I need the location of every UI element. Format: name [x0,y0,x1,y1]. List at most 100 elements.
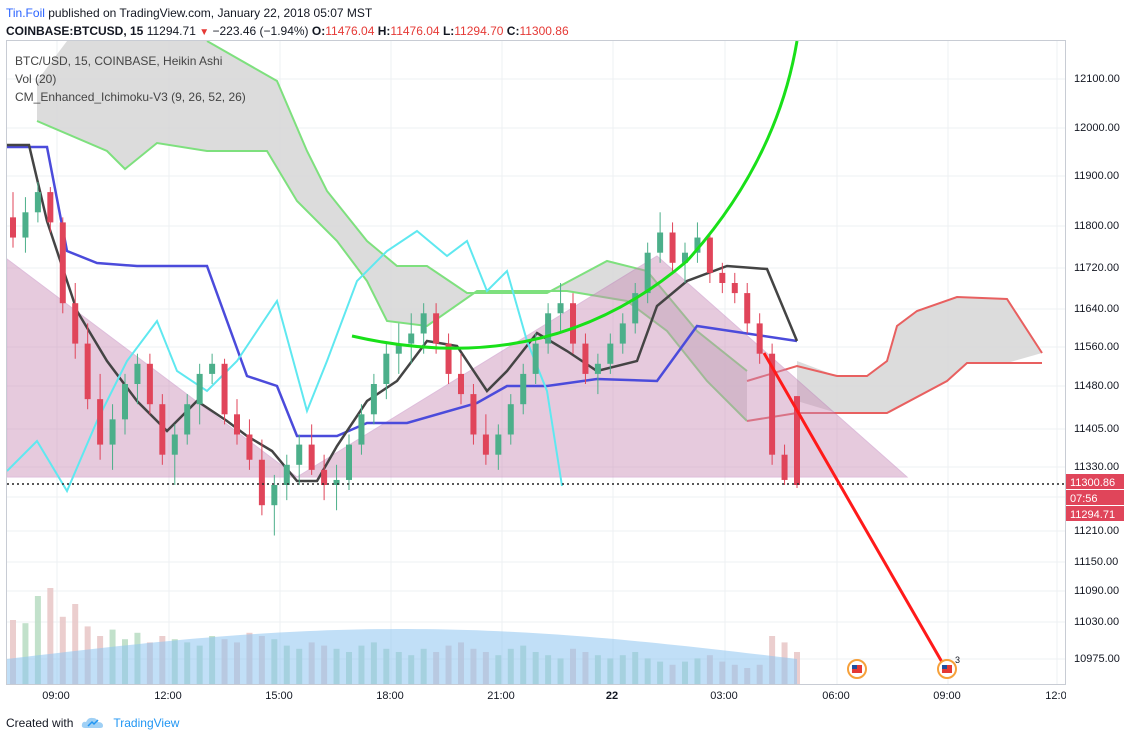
x-tick-label: 18:00 [376,690,404,702]
candle-body [420,313,427,334]
symbol-label: COINBASE:BTCUSD, 15 [6,24,144,38]
y-tick-label: 11150.00 [1074,556,1118,568]
y-tick-label: 11210.00 [1074,525,1119,537]
volume-ma-area [7,629,797,684]
volume-bar [47,588,54,684]
time-axis-svg[interactable]: 09:00 12:00 15:00 18:00 21:00 22 03:00 06:00 09:… [6,685,1066,707]
candle-body [482,434,489,455]
candle-body [781,454,788,480]
candle-body [694,237,701,253]
x-tick-label: 21:00 [487,690,515,702]
candle-body [433,313,440,344]
y-tick-label: 11720.00 [1074,262,1119,274]
price-label-bg [1066,490,1124,505]
price-label: 11294.71 [1070,509,1115,521]
price-axis[interactable]: 12100.00 12000.00 11900.00 11800.00 11720.00… [1066,40,1131,685]
price-label-bg [1066,506,1124,521]
down-arrow-icon: ▼ [199,27,210,38]
chart-svg[interactable]: 3 [7,41,1065,684]
tradingview-cloud-icon [82,717,104,728]
price-label: 07:56 [1070,493,1098,505]
cloud-area [37,41,747,421]
candle-body [10,217,16,238]
candle-body [570,303,576,344]
candle-body [209,363,216,374]
open-value: 11476.04 [325,24,375,38]
candle-body [619,323,626,344]
candle-body [445,343,452,374]
y-tick-label: 11800.00 [1074,220,1119,232]
candle-body [34,192,41,213]
publish-line: Tin.Foil published on TradingView.com, J… [6,4,569,22]
forward-cloud [797,297,1042,413]
candle-body [383,353,390,384]
candle-body [72,303,79,344]
candle-body [769,353,776,455]
y-tick-label: 11560.00 [1074,341,1119,353]
candle-body [308,444,315,470]
candle-body [532,343,539,374]
candle-body [159,404,166,455]
tradingview-link[interactable]: TradingView [113,716,180,730]
candle-body [134,363,141,384]
forward-senkou-a [746,295,1043,382]
legend-ichimoku[interactable]: CM_Enhanced_Ichimoku-V3 (9, 26, 52, 26) [15,90,246,104]
candle-body [395,343,402,354]
y-tick-label: 12000.00 [1074,122,1120,134]
x-tick-label: 09:00 [42,690,70,702]
low-value: 11294.70 [454,24,504,38]
price-label: 11300.86 [1070,477,1115,489]
x-tick-label: 22 [606,690,618,702]
y-tick-label: 11330.00 [1074,461,1119,473]
y-tick-label: 10975.00 [1074,653,1120,665]
candle-body [271,485,278,506]
candle-body [756,323,763,354]
indicator-legend: BTC/USD, 15, COINBASE, Heikin Ashi Vol (… [15,52,246,106]
volume-bar [10,620,16,684]
candle-body [719,272,726,283]
candle-body [47,192,54,223]
candle-body [794,396,800,485]
y-tick-label: 11405.00 [1074,423,1119,435]
candle-body [731,283,738,294]
price-axis-svg[interactable]: 12100.00 12000.00 11900.00 11800.00 11720.00… [1066,40,1131,685]
candle-body [146,363,153,405]
candle-body [744,293,751,324]
candle-body [657,232,664,253]
candle-body [669,232,676,263]
chikou-line [7,229,563,494]
candle-body [234,414,240,435]
author-link[interactable]: Tin.Foil [6,6,45,20]
volume-bars [7,588,800,684]
x-tick-label: 12:00 [154,690,182,702]
chart-pane[interactable]: 3 [6,40,1066,685]
forecast-line [762,352,952,677]
candle-body [594,363,601,374]
x-tick-label: 15:00 [265,690,293,702]
candle-body [557,303,564,314]
open-label: O: [311,24,326,38]
candle-body [632,293,639,324]
time-axis[interactable]: 09:00 12:00 15:00 18:00 21:00 22 03:00 06:00 09:… [6,685,1066,707]
arc-drawing [351,41,799,350]
y-tick-label: 11030.00 [1074,616,1119,628]
candle-body [358,414,365,445]
change-value: −223.46 (−1.94%) [212,24,309,38]
legend-volume[interactable]: Vol (20) [15,72,57,86]
volume-bar [59,616,66,684]
published-text: published on TradingView.com, January 22… [48,6,373,20]
y-tick-label: 11480.00 [1074,380,1119,392]
high-value: 11476.04 [390,24,440,38]
candle-body [109,419,116,445]
candle-body [283,464,290,485]
x-tick-label: 12:0 [1045,690,1066,702]
legend-series[interactable]: BTC/USD, 15, COINBASE, Heikin Ashi [15,54,223,68]
candle-body [184,404,191,435]
candle-body [706,237,713,273]
y-tick-label: 11640.00 [1074,303,1119,315]
candle-body [607,343,614,364]
close-label: C: [506,24,520,38]
us-flag-icon [942,665,947,669]
candle-body [221,363,228,415]
candle-body [346,444,352,480]
